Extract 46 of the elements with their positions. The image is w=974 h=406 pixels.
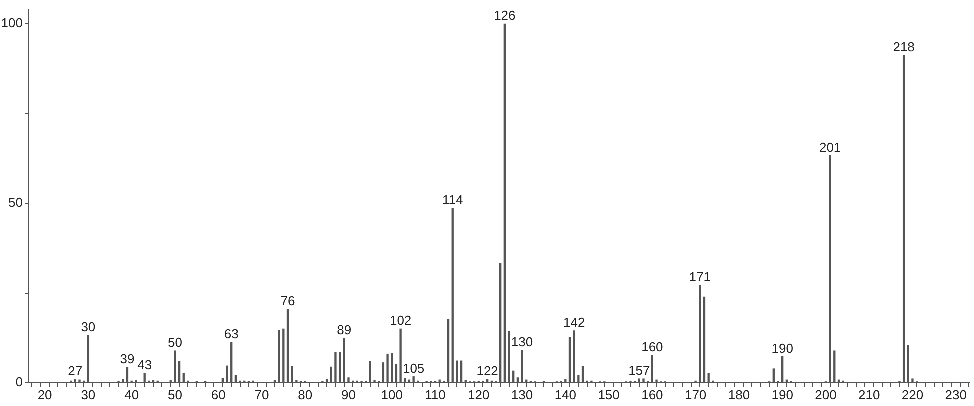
x-tick-label: 130 (511, 387, 534, 402)
annotation: 114 (442, 192, 464, 208)
x-tick-label: 30 (81, 387, 96, 402)
x-tick-label: 80 (298, 387, 313, 402)
x-tick-label: 140 (554, 387, 577, 402)
x-tick-label: 40 (124, 387, 140, 402)
x-tick-label: 20 (38, 387, 52, 402)
x-tick-label: 180 (728, 387, 750, 402)
annotation: 30 (81, 320, 96, 335)
annotation: 102 (390, 313, 412, 328)
annotation: 105 (402, 360, 425, 376)
y-tick-label: 100 (1, 16, 23, 31)
annotation: 201 (819, 140, 842, 155)
annotation: 63 (224, 326, 239, 342)
annotation: 122 (476, 363, 498, 378)
x-tick-label: 190 (772, 387, 794, 402)
x-tick-label: 120 (468, 387, 490, 402)
annotation: 171 (689, 269, 712, 284)
x-tick-label: 200 (815, 387, 837, 402)
x-tick-label: 220 (902, 387, 924, 402)
y-tick-label: 0 (16, 374, 23, 390)
annotation: 27 (68, 363, 83, 378)
annotation: 39 (120, 352, 135, 367)
x-tick-label: 150 (598, 387, 620, 402)
annotation: 218 (893, 39, 915, 54)
x-tick-label: 90 (342, 387, 356, 402)
x-tick-label: 70 (254, 387, 270, 402)
annotation: 43 (138, 357, 152, 372)
x-tick-label: 100 (381, 387, 403, 402)
annotation: 50 (168, 335, 182, 350)
x-tick-label: 230 (945, 387, 967, 402)
annotation: 160 (642, 339, 664, 354)
annotation: 157 (628, 363, 650, 378)
x-tick-label: 160 (642, 387, 664, 402)
x-tick-label: 60 (211, 387, 226, 402)
annotation: 76 (280, 293, 296, 308)
x-tick-label: 50 (168, 387, 182, 402)
annotation: 126 (494, 8, 516, 24)
x-tick-label: 170 (684, 387, 707, 402)
x-tick-label: 210 (858, 387, 880, 402)
annotation: 142 (563, 314, 586, 330)
annotation: 190 (772, 340, 794, 356)
x-tick-label: 110 (425, 387, 446, 402)
y-tick-label: 50 (8, 195, 23, 210)
annotation: 130 (511, 334, 534, 350)
annotation: 89 (337, 322, 352, 338)
